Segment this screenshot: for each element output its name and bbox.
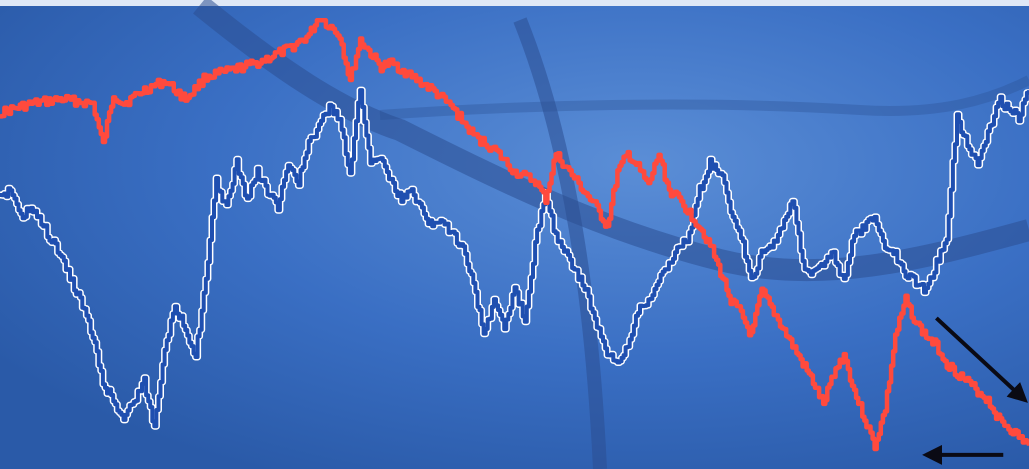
annotation-layer <box>922 316 1028 465</box>
series-1 <box>0 18 1029 452</box>
background-swirls <box>193 0 1029 469</box>
swirl-lower <box>513 17 607 469</box>
series-layer <box>0 18 1029 452</box>
series-2-line <box>0 88 1029 429</box>
series-2 <box>0 86 1029 430</box>
swirl-right <box>379 75 1029 120</box>
top-band <box>0 0 1029 6</box>
series-1-line <box>0 18 1029 452</box>
annotation-arrow-1 <box>935 316 1028 403</box>
